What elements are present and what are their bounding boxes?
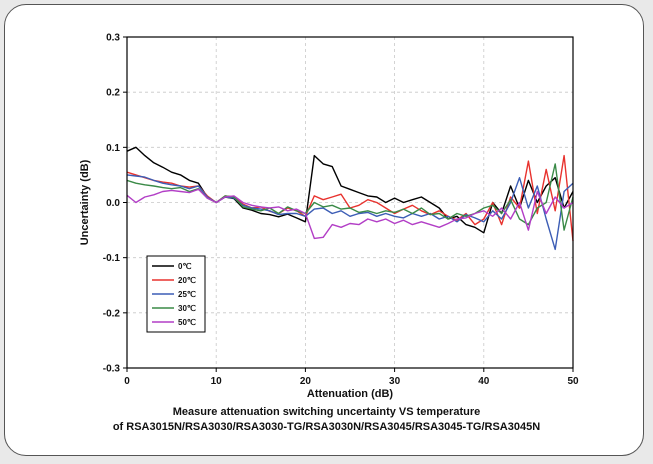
y-tick-label: -0.1 [103, 253, 121, 264]
legend-label: 30℃ [178, 304, 196, 313]
x-tick-label: 10 [211, 376, 223, 387]
y-tick-label: 0.0 [106, 198, 120, 209]
y-tick-label: 0.3 [106, 33, 120, 44]
legend-label: 50℃ [178, 318, 196, 327]
x-tick-label: 30 [389, 376, 401, 387]
legend-label: 0℃ [178, 262, 191, 271]
figure-card [4, 4, 644, 456]
uncertainty-line-chart: 0 10 20 30 40 50 -0.3 -0.2 -0.1 0.0 0.1 0.2 0.3 Atte… [79, 33, 579, 401]
x-tick-label: 50 [567, 376, 579, 387]
x-tick-label: 40 [478, 376, 490, 387]
y-axis-label: Uncertainty (dB) [79, 159, 91, 245]
legend-label: 20℃ [178, 276, 196, 285]
y-tick-label: -0.2 [103, 308, 121, 319]
series-line-4 [126, 188, 574, 240]
series-line-2 [126, 174, 574, 251]
series-layer [126, 146, 574, 251]
axis-ticks: 0 10 20 30 40 50 -0.3 -0.2 -0.1 0.0 0.1 0.2 0.3 [103, 33, 579, 388]
x-tick-label: 0 [124, 376, 130, 387]
x-tick-label: 20 [300, 376, 312, 387]
legend: 0℃ 20℃ 25℃ 30℃ 50℃ [146, 255, 206, 333]
y-tick-label: -0.3 [103, 364, 121, 375]
y-tick-label: 0.1 [106, 143, 120, 154]
caption-line-2: of RSA3015N/RSA3030/RSA3030-TG/RSA3030N/… [112, 421, 541, 433]
series-line-3 [126, 163, 574, 231]
y-tick-label: 0.2 [106, 88, 120, 99]
legend-label: 25℃ [178, 290, 196, 299]
caption-line-1: Measure attenuation switching uncertaint… [172, 406, 481, 418]
x-axis-label: Attenuation (dB) [307, 388, 393, 400]
